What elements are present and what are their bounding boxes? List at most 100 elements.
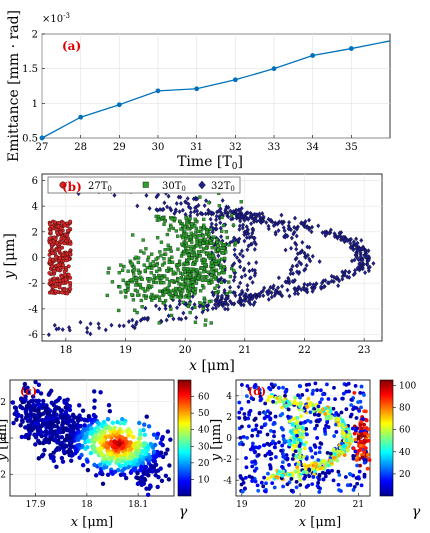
point-d [272,445,277,450]
point-c [124,428,130,433]
point-d [321,392,325,397]
point-d [280,460,285,465]
point-c [118,472,124,478]
point-30T0 [142,251,146,255]
point-c [64,444,69,449]
emittance-point [39,135,45,141]
point-d [241,442,245,447]
point-32T0 [266,223,271,229]
point-30T0 [132,272,136,276]
point-c [59,455,65,461]
point-30T0 [186,227,191,231]
point-d [323,412,328,416]
point-30T0 [165,268,169,273]
point-27T0 [59,274,64,279]
point-32T0 [172,211,177,216]
point-30T0 [225,235,229,240]
point-d [238,435,243,440]
point-d [268,428,273,433]
point-d [342,453,347,457]
point-d [296,393,301,398]
point-30T0 [220,229,224,233]
point-d [316,458,321,462]
point-32T0 [340,276,345,282]
point-c [39,433,44,439]
point-c [54,412,59,417]
panel-d-xtick-label: 21 [353,500,364,510]
point-30T0 [189,231,193,235]
point-d [290,457,295,461]
point-32T0 [97,325,102,331]
point-30T0 [177,282,181,286]
point-30T0 [155,263,159,267]
point-30T0 [179,227,183,231]
point-30T0 [167,283,171,287]
point-d [335,458,339,463]
panel-b-xlabel: x [μm] [189,358,235,374]
point-c [48,453,53,458]
panel-b-ytick-label: 4 [32,202,38,213]
point-27T0 [68,275,73,280]
point-c [138,432,143,437]
point-d [362,438,367,443]
point-32T0 [238,264,243,270]
point-32T0 [246,261,251,266]
point-27T0 [62,223,67,228]
point-d [351,456,356,461]
point-c [67,452,72,458]
point-c [140,449,145,454]
panel-a-xlabel: Time [T0] [177,154,243,172]
point-c [95,428,101,433]
point-c [98,390,103,395]
point-30T0 [204,318,208,322]
point-32T0 [186,201,191,207]
point-d [324,416,329,421]
point-32T0 [367,264,372,270]
point-d [330,468,334,473]
point-30T0 [184,232,189,236]
point-d [324,382,329,387]
point-c [33,379,38,385]
point-32T0 [289,245,294,251]
point-32T0 [143,305,148,311]
point-c [85,459,90,464]
panel-b-xtick-label: 23 [358,345,371,356]
point-c [85,438,91,443]
point-c [100,481,106,487]
point-d [314,423,319,428]
point-32T0 [329,278,334,284]
point-d [313,461,317,466]
point-32T0 [360,266,365,272]
point-27T0 [64,256,69,261]
point-32T0 [239,205,244,211]
point-30T0 [174,286,178,291]
point-32T0 [168,205,173,211]
point-d [286,414,290,419]
point-30T0 [157,267,161,271]
panel-c-cbtick-label: 10 [198,475,210,485]
point-30T0 [129,278,134,282]
point-d [308,402,312,407]
point-d [250,464,255,469]
point-d [316,480,320,485]
point-32T0 [238,280,243,286]
point-c [136,441,141,446]
point-30T0 [194,281,199,285]
point-d [323,429,327,434]
point-30T0 [229,213,234,217]
point-30T0 [225,291,229,296]
point-d [291,444,296,448]
point-27T0 [47,236,52,241]
point-32T0 [185,196,190,201]
panel-c-xtick-label: 18 [81,500,93,510]
point-32T0 [297,259,302,265]
point-30T0 [205,274,209,279]
point-32T0 [323,278,328,283]
point-32T0 [351,247,356,253]
point-32T0 [240,288,245,294]
point-30T0 [117,271,121,275]
point-30T0 [210,264,215,268]
point-c [168,437,173,442]
point-30T0 [189,222,194,226]
point-30T0 [169,249,173,253]
